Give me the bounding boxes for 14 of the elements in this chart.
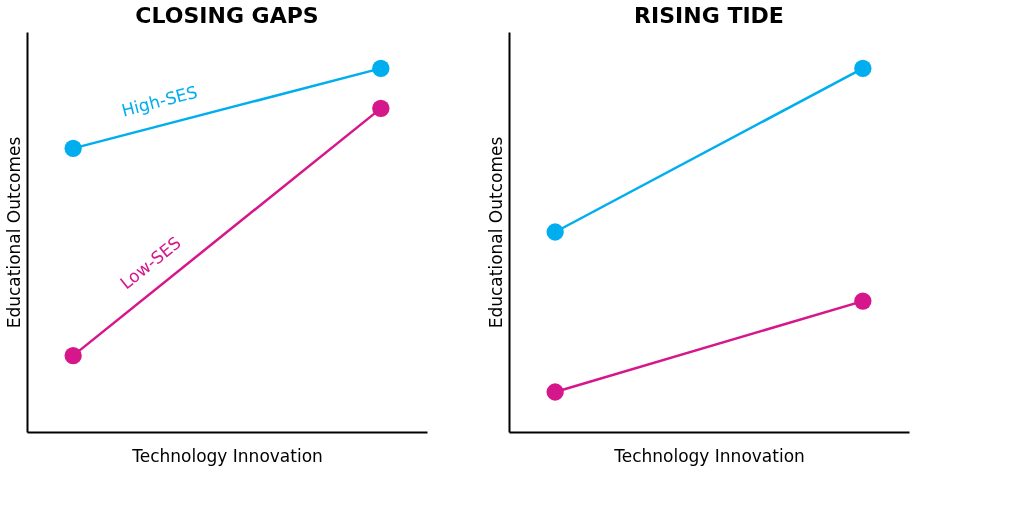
point	[372, 99, 390, 118]
point	[854, 59, 872, 78]
x-axis-title: Technology Innovation	[131, 445, 323, 466]
y-axis-title: Educational Outcomes	[485, 136, 506, 329]
point	[372, 59, 390, 78]
point	[546, 223, 564, 241]
x-axis-title: Technology Innovation	[613, 445, 805, 466]
point	[64, 346, 82, 365]
point	[854, 292, 872, 310]
chart-title: CLOSING GAPS	[135, 3, 319, 28]
point	[546, 383, 564, 401]
chart-title: RISING TIDE	[634, 3, 784, 28]
point	[64, 139, 82, 158]
y-axis-title: Educational Outcomes	[3, 136, 24, 329]
